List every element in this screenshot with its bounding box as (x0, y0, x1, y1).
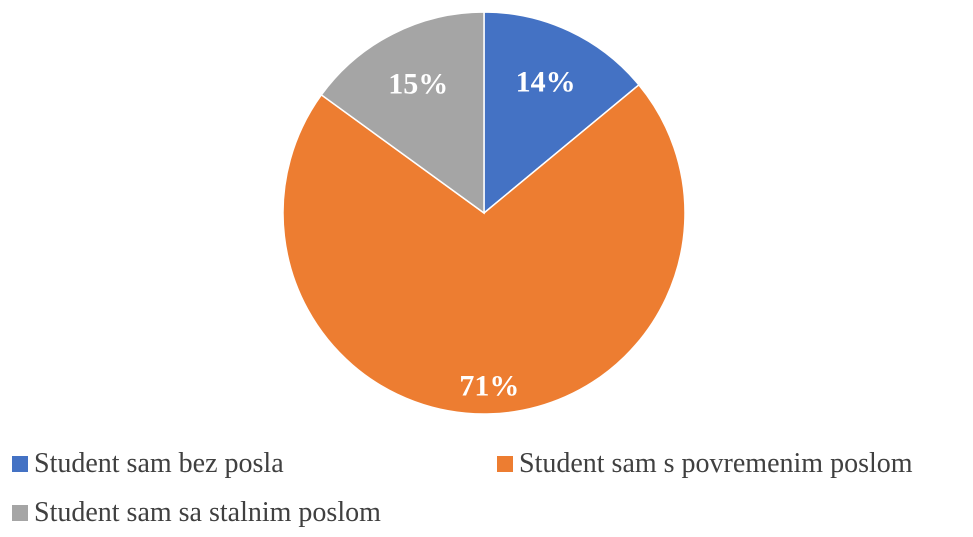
data-label-stalnim-poslom: 15% (388, 68, 448, 101)
legend-label: Student sam bez posla (34, 448, 284, 479)
legend-item-bez-posla: Student sam bez posla (12, 448, 284, 480)
legend-item-povremenim-poslom: Student sam s povremenim poslom (497, 448, 913, 480)
pie-slice-bez-posla (483, 11, 640, 215)
data-label-povremenim-poslom: 71% (459, 369, 519, 402)
pie-plot-area: 14% 71% 15% (282, 11, 686, 415)
legend-swatch-orange (497, 456, 513, 472)
legend-swatch-gray (12, 505, 28, 521)
pie-slice-povremenim-poslom (282, 83, 686, 415)
legend-swatch-blue (12, 456, 28, 472)
legend-item-stalnim-poslom: Student sam sa stalnim poslom (12, 497, 381, 529)
pie-slice-stalnim-poslom (320, 11, 485, 215)
data-label-bez-posla: 14% (516, 66, 576, 99)
legend-label: Student sam s povremenim poslom (519, 448, 913, 479)
chart-legend: Student sam bez posla Student sam s povr… (0, 448, 973, 537)
legend-label: Student sam sa stalnim poslom (34, 497, 381, 528)
